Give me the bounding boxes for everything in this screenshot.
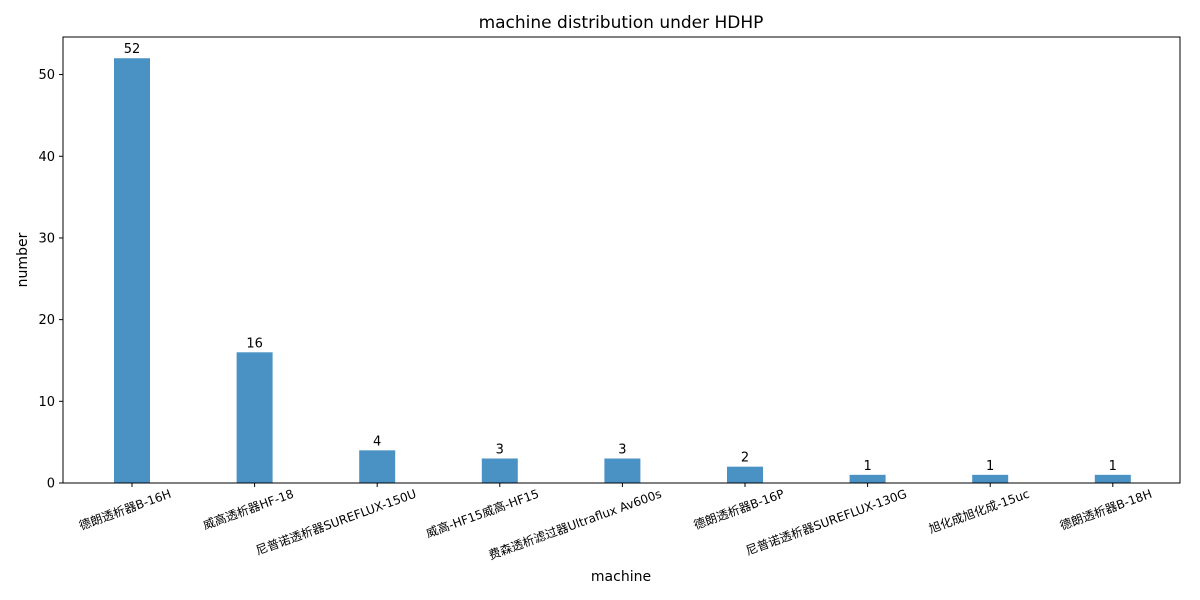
y-tick-label: 50: [38, 68, 55, 83]
bars-layer: [114, 58, 1131, 483]
x-tick-label: 德朗透析器B-16P: [692, 486, 786, 533]
y-tick-label: 40: [38, 150, 55, 165]
y-tick-label: 0: [47, 477, 55, 492]
bar: [972, 474, 1009, 483]
y-axis-label: number: [15, 232, 31, 287]
y-ticks-layer: 0 10 20 30 40 50: [38, 68, 63, 492]
data-label: 3: [618, 442, 626, 457]
bar: [481, 458, 518, 483]
x-tick-label: 德朗透析器B-18H: [1058, 486, 1154, 533]
data-label: 1: [1109, 459, 1117, 474]
data-label: 2: [741, 451, 749, 466]
bar: [604, 458, 641, 483]
data-labels-layer: 52 16 4 3 3 2 1 1 1: [124, 42, 1117, 474]
y-tick-label: 10: [38, 395, 55, 410]
data-label: 16: [246, 336, 263, 351]
x-axis-label: machine: [591, 569, 651, 585]
y-tick-label: 20: [38, 313, 55, 328]
y-tick-label: 30: [38, 231, 55, 246]
plot-frame: [62, 36, 1181, 484]
data-label: 4: [373, 434, 381, 449]
bar: [114, 58, 150, 483]
data-label: 3: [496, 442, 504, 457]
data-label: 1: [863, 459, 871, 474]
x-tick-label: 旭化成旭化成-15uc: [927, 487, 1031, 536]
data-label: 1: [986, 459, 994, 474]
bar: [236, 352, 273, 483]
bar: [727, 466, 763, 483]
bar: [359, 450, 396, 483]
chart-title: machine distribution under HDHP: [479, 13, 764, 33]
x-tick-label: 威高-HF15威高-HF15: [424, 486, 541, 541]
x-tick-label: 威高透析器HF-18: [201, 486, 296, 533]
bar: [849, 474, 886, 483]
x-tick-label: 德朗透析器B-16H: [77, 486, 173, 533]
bar: [1094, 474, 1131, 483]
data-label: 52: [124, 42, 141, 57]
